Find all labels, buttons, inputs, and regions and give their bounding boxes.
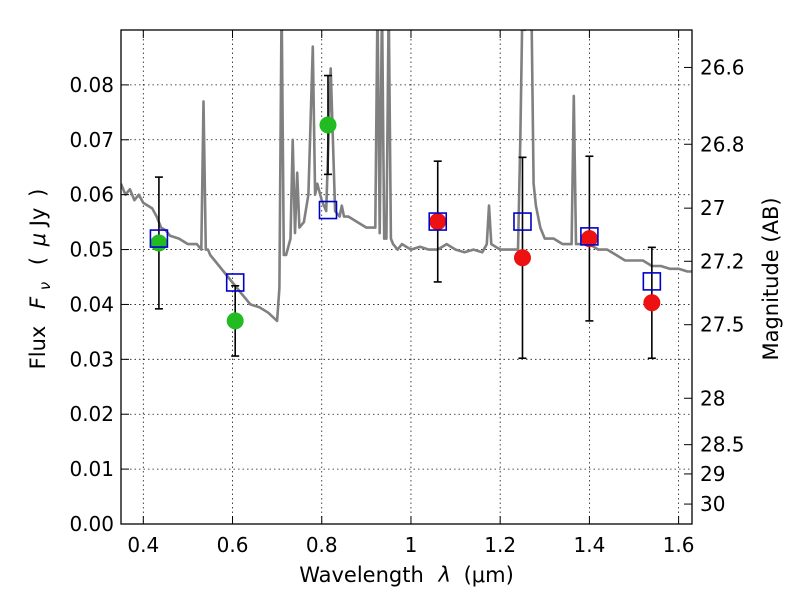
model_photometry-square bbox=[580, 227, 599, 246]
model-spectrum-line bbox=[121, 30, 692, 323]
model_photometry-square bbox=[318, 200, 338, 220]
x-tick-label: 1.6 bbox=[663, 533, 695, 557]
y2-tick-label: 27.5 bbox=[700, 313, 745, 337]
y2-tick-label: 29 bbox=[700, 462, 725, 486]
model_photometry-square bbox=[149, 229, 169, 248]
model_photometry-square bbox=[642, 272, 662, 291]
x-tick-label: 0.4 bbox=[127, 533, 159, 557]
model-spectrum bbox=[121, 30, 692, 323]
x-tick-label: 1 bbox=[405, 533, 418, 557]
y-tick-label: 0.02 bbox=[69, 402, 114, 426]
y-axis-title: Flux F ν ( μ Jy ) bbox=[26, 189, 55, 370]
y-tick-label: 0.00 bbox=[69, 512, 114, 536]
x-tick-label: 0.8 bbox=[306, 533, 338, 557]
observed_optical-point bbox=[226, 312, 244, 330]
model_photometry-square bbox=[428, 212, 448, 231]
error-bars bbox=[154, 74, 656, 360]
model_photometry-square bbox=[225, 273, 245, 292]
plot-frame bbox=[120, 29, 693, 525]
y2-tick-label: 27 bbox=[700, 196, 725, 220]
y-tick-label: 0.08 bbox=[69, 73, 114, 97]
y-tick-label: 0.06 bbox=[69, 183, 114, 207]
y2-tick-label: 30 bbox=[700, 492, 725, 516]
observed_optical-point bbox=[319, 116, 337, 134]
observed_optical-point bbox=[150, 234, 168, 252]
data-markers bbox=[149, 116, 662, 330]
y2-tick-label: 26.8 bbox=[700, 132, 745, 156]
y2-axis-title: Magnitude (AB) bbox=[759, 197, 783, 360]
y-tick-label: 0.03 bbox=[69, 347, 114, 371]
y-tick-label: 0.04 bbox=[69, 292, 114, 316]
observed_nir-point bbox=[643, 294, 661, 312]
x-tick-label: 1.4 bbox=[573, 533, 605, 557]
y2-tick-label: 27.2 bbox=[700, 249, 745, 273]
x-axis-title: Wavelength λ (μm) bbox=[299, 563, 514, 587]
model_photometry-square bbox=[513, 212, 532, 231]
axis-ticks: 0.4 0.6 0.8 1 1.2 1.4 1.6 0.00 0.01 0.02 0.03 0.04 0… bbox=[69, 30, 745, 557]
y2-tick-label: 26.6 bbox=[700, 55, 745, 79]
y2-tick-label: 28 bbox=[700, 386, 725, 410]
grid bbox=[121, 30, 692, 525]
y-tick-label: 0.05 bbox=[69, 238, 114, 262]
observed_nir-point bbox=[429, 213, 447, 231]
x-tick-label: 1.2 bbox=[484, 533, 516, 557]
x-tick-label: 0.6 bbox=[217, 533, 249, 557]
y2-tick-label: 28.5 bbox=[700, 433, 745, 457]
observed_nir-point bbox=[513, 249, 531, 267]
y-tick-label: 0.01 bbox=[69, 457, 114, 481]
y-tick-label: 0.07 bbox=[69, 128, 114, 152]
